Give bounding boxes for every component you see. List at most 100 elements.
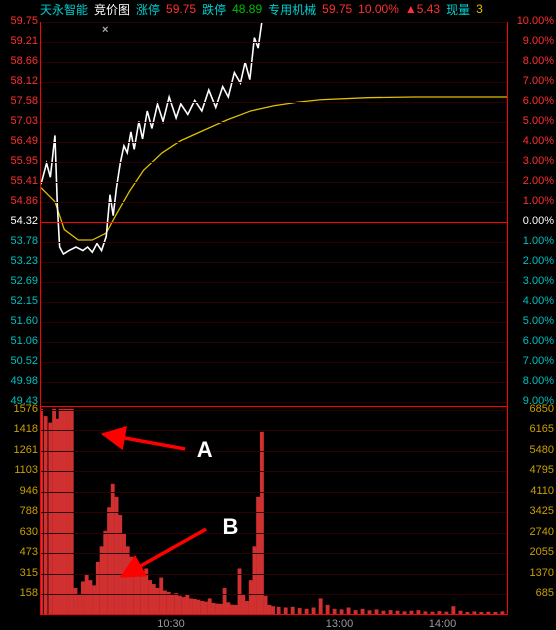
price-line [41,22,507,254]
vol-bar [264,596,268,614]
vol-bar [96,562,100,614]
vol-bar [208,598,212,614]
vol-value: 3 [476,2,483,16]
vol-bar [493,612,497,614]
vol-tick-left: 473 [0,547,38,558]
price-tick-right: 0.00% [516,216,554,227]
vol-bar [159,578,163,614]
vol-bar [271,606,275,614]
price-tick-left: 50.52 [0,356,38,367]
vol-tick-left: 788 [0,506,38,517]
vol-bar [74,588,78,614]
price-tick-left: 51.60 [0,316,38,327]
vol-bar [115,497,119,614]
price-tick-right: 5.00% [516,116,554,127]
price-tick-left: 58.66 [0,56,38,67]
price-tick-left: 54.32 [0,216,38,227]
vol-bar [144,568,148,614]
vol-tick-right: 4795 [516,465,554,476]
price-tick-right: 7.00% [516,356,554,367]
vol-tick-right: 1370 [516,568,554,579]
price-tick-left: 51.06 [0,336,38,347]
vol-bar [416,610,420,614]
vol-bar [193,599,197,614]
vol-bar [389,610,393,614]
vol-bar [298,608,302,614]
vol-bar [479,612,483,614]
sector-label: 专用机械 [268,1,316,18]
price-tick-right: 8.00% [516,56,554,67]
price-tick-right: 8.00% [516,376,554,387]
vol-tick-left: 1103 [0,465,38,476]
last-price: 59.75 [322,2,352,16]
vol-bar [133,565,137,614]
price-tick-left: 53.78 [0,236,38,247]
vol-bar [219,604,223,614]
vol-bar [200,601,204,614]
vol-bar [178,596,182,614]
vol-bar [267,605,271,614]
vol-bar [245,601,249,614]
vol-bar [451,606,455,614]
vol-bar [182,597,186,614]
price-tick-left: 58.12 [0,76,38,87]
vol-bar [410,611,414,614]
subchart-label: 竞价图 [94,1,130,18]
vol-bar [223,588,227,614]
vol-bar [326,605,330,614]
vol-bar [156,588,160,614]
vol-tick-left: 315 [0,568,38,579]
vol-bar [375,609,379,614]
limit-dn-label: 跌停 [202,1,226,18]
vol-bar [103,531,107,614]
vol-bar [459,611,463,614]
vol-bar [291,607,295,614]
price-tick-left: 49.98 [0,376,38,387]
price-tick-left: 59.75 [0,16,38,27]
vol-tick-right: 3425 [516,506,554,517]
vol-tick-left: 946 [0,486,38,497]
vol-bar [118,515,122,614]
vol-tick-left: 630 [0,527,38,538]
time-tick: 13:00 [326,618,354,630]
vol-bar [305,609,309,614]
vol-bar [333,609,337,614]
price-tick-right: 5.00% [516,316,554,327]
vol-tick-right: 6165 [516,424,554,435]
vol-bar [241,594,245,614]
vol-bar [137,571,141,614]
vol-label: 现量 [446,1,470,18]
vol-bar [77,594,81,614]
vol-bar [81,581,85,614]
vol-bar [44,416,48,614]
price-tick-left: 56.49 [0,136,38,147]
vol-bar [444,612,448,614]
vol-bar [197,600,201,614]
vol-bar [423,611,427,614]
price-tick-right: 2.00% [516,176,554,187]
vol-bar [437,611,441,614]
vol-tick-left: 1576 [0,404,38,415]
vol-bar [100,546,104,614]
vol-bar [431,612,435,614]
vol-bar [129,557,133,614]
vol-tick-right: 5480 [516,445,554,456]
vol-bar [148,580,152,614]
price-tick-left: 55.41 [0,176,38,187]
vol-tick-right: 685 [516,588,554,599]
vol-bar [403,611,407,614]
price-tick-right: 6.00% [516,96,554,107]
vol-bar [249,580,253,614]
price-tick-left: 54.86 [0,196,38,207]
price-tick-left: 57.03 [0,116,38,127]
price-tick-left: 52.69 [0,276,38,287]
vol-bar [500,611,504,614]
vol-bar [126,546,130,614]
vol-tick-left: 1261 [0,445,38,456]
vol-bar [472,611,476,614]
vol-bar [226,602,230,614]
price-tick-left: 52.15 [0,296,38,307]
pct-change: 10.00% [358,2,399,16]
stock-name: 天永智能 [40,1,88,18]
vol-bar [189,598,193,614]
